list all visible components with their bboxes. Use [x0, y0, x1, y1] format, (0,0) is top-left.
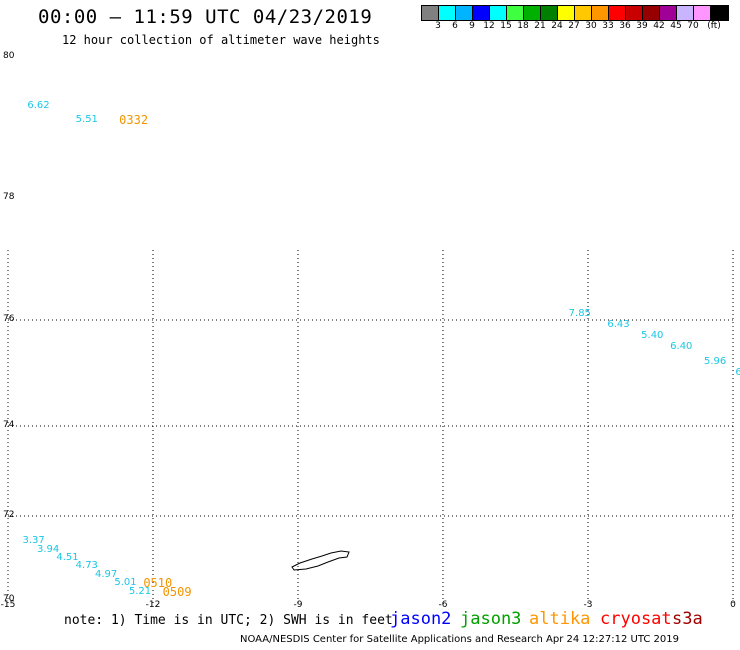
wave-height-label: 6.40	[670, 340, 693, 352]
color-legend-label: 6	[452, 21, 458, 31]
color-legend-label: 36	[619, 21, 631, 31]
color-swatch	[490, 6, 507, 20]
color-swatch	[456, 6, 473, 20]
color-legend-label: 39	[636, 21, 648, 31]
color-legend-label: 33	[602, 21, 614, 31]
satellite-legend-jason3: jason3	[460, 609, 522, 629]
color-swatch	[694, 6, 711, 20]
wave-height-label: 5.51	[75, 114, 98, 126]
color-legend-label: 24	[551, 21, 563, 31]
wave-height-label: 5.96	[704, 356, 727, 368]
footer-credit: NOAA/NESDIS Center for Satellite Applica…	[240, 634, 679, 645]
longitude-label: 0	[730, 600, 736, 610]
latitude-label: 70	[3, 594, 15, 604]
color-swatch	[558, 6, 575, 20]
color-swatch	[473, 6, 490, 20]
coastline-jan-mayen	[291, 550, 350, 571]
color-legend-label: 12	[483, 21, 495, 31]
color-swatch	[524, 6, 541, 20]
wave-height-label: 4.51	[56, 552, 79, 563]
color-swatch	[575, 6, 592, 20]
satellite-legend-altika: altika	[529, 609, 591, 629]
color-legend-label: 15	[500, 21, 512, 31]
latitude-label: 74	[3, 420, 15, 430]
map-plot	[7, 250, 734, 605]
wave-height-label: 3.37	[22, 535, 45, 547]
color-swatch	[422, 6, 439, 20]
color-legend-label: 21	[534, 21, 546, 31]
wave-height-label: 6.43	[607, 319, 630, 331]
color-legend-label: (ft)	[707, 21, 721, 31]
wave-height-label: 7.85	[568, 307, 591, 319]
wave-height-label: 6.62	[27, 100, 50, 112]
satellite-legend-jason2: jason2	[390, 609, 452, 629]
latitude-label: 76	[3, 314, 15, 324]
satellite-legend-cryosat: cryosat	[600, 609, 672, 629]
latitude-label: 78	[3, 192, 15, 202]
color-legend-label: 27	[568, 21, 580, 31]
color-swatch	[609, 6, 626, 20]
wave-height-label: 4.73	[75, 560, 98, 572]
wave-height-label: 3.94	[37, 543, 60, 555]
color-legend-label: 42	[653, 21, 665, 31]
wave-height-label: 5.01	[114, 577, 137, 589]
color-swatch	[660, 6, 677, 20]
latitude-label: 80	[3, 51, 15, 61]
longitude-label: -15	[0, 600, 16, 610]
color-legend-label: 18	[517, 21, 529, 31]
latitude-label: 72	[3, 510, 15, 520]
map-grid	[7, 250, 734, 605]
color-swatch	[626, 6, 643, 20]
pass-time-label: 0510	[143, 576, 173, 591]
pass-time-label: 0332	[119, 113, 149, 128]
color-swatch	[592, 6, 609, 20]
color-swatch	[541, 6, 558, 20]
color-legend-label: 9	[469, 21, 475, 31]
longitude-label: -12	[145, 600, 161, 610]
page-title: 00:00 – 11:59 UTC 04/23/2019	[38, 6, 373, 28]
longitude-label: -3	[583, 600, 593, 610]
color-legend-labels: 3 6 9 12 15 18 21 24 27 30 33 36 39 42 45 70 (ft)	[421, 21, 740, 33]
color-swatch	[507, 6, 524, 20]
color-swatch	[643, 6, 660, 20]
pass-time-label: 0509	[162, 584, 192, 599]
wave-height-label: 5.21	[128, 585, 152, 597]
longitude-label: -9	[293, 600, 303, 610]
color-legend-label: 70	[687, 21, 699, 31]
color-swatch	[677, 6, 694, 20]
wave-height-label: 6	[735, 367, 740, 378]
satellite-legend-s3a: s3a	[672, 609, 703, 629]
color-swatch	[711, 6, 728, 20]
color-legend-bar	[421, 5, 729, 21]
wave-height-label: 4.97	[95, 568, 118, 580]
color-legend-label: 30	[585, 21, 597, 31]
color-legend-label: 45	[670, 21, 682, 31]
color-swatch	[439, 6, 456, 20]
wave-height-label: 5.40	[641, 329, 664, 341]
page-subtitle: 12 hour collection of altimeter wave hei…	[62, 33, 380, 47]
note-text: note: 1) Time is in UTC; 2) SWH is in fe…	[64, 613, 393, 628]
longitude-label: -6	[438, 600, 448, 610]
color-legend-label: 3	[435, 21, 441, 31]
